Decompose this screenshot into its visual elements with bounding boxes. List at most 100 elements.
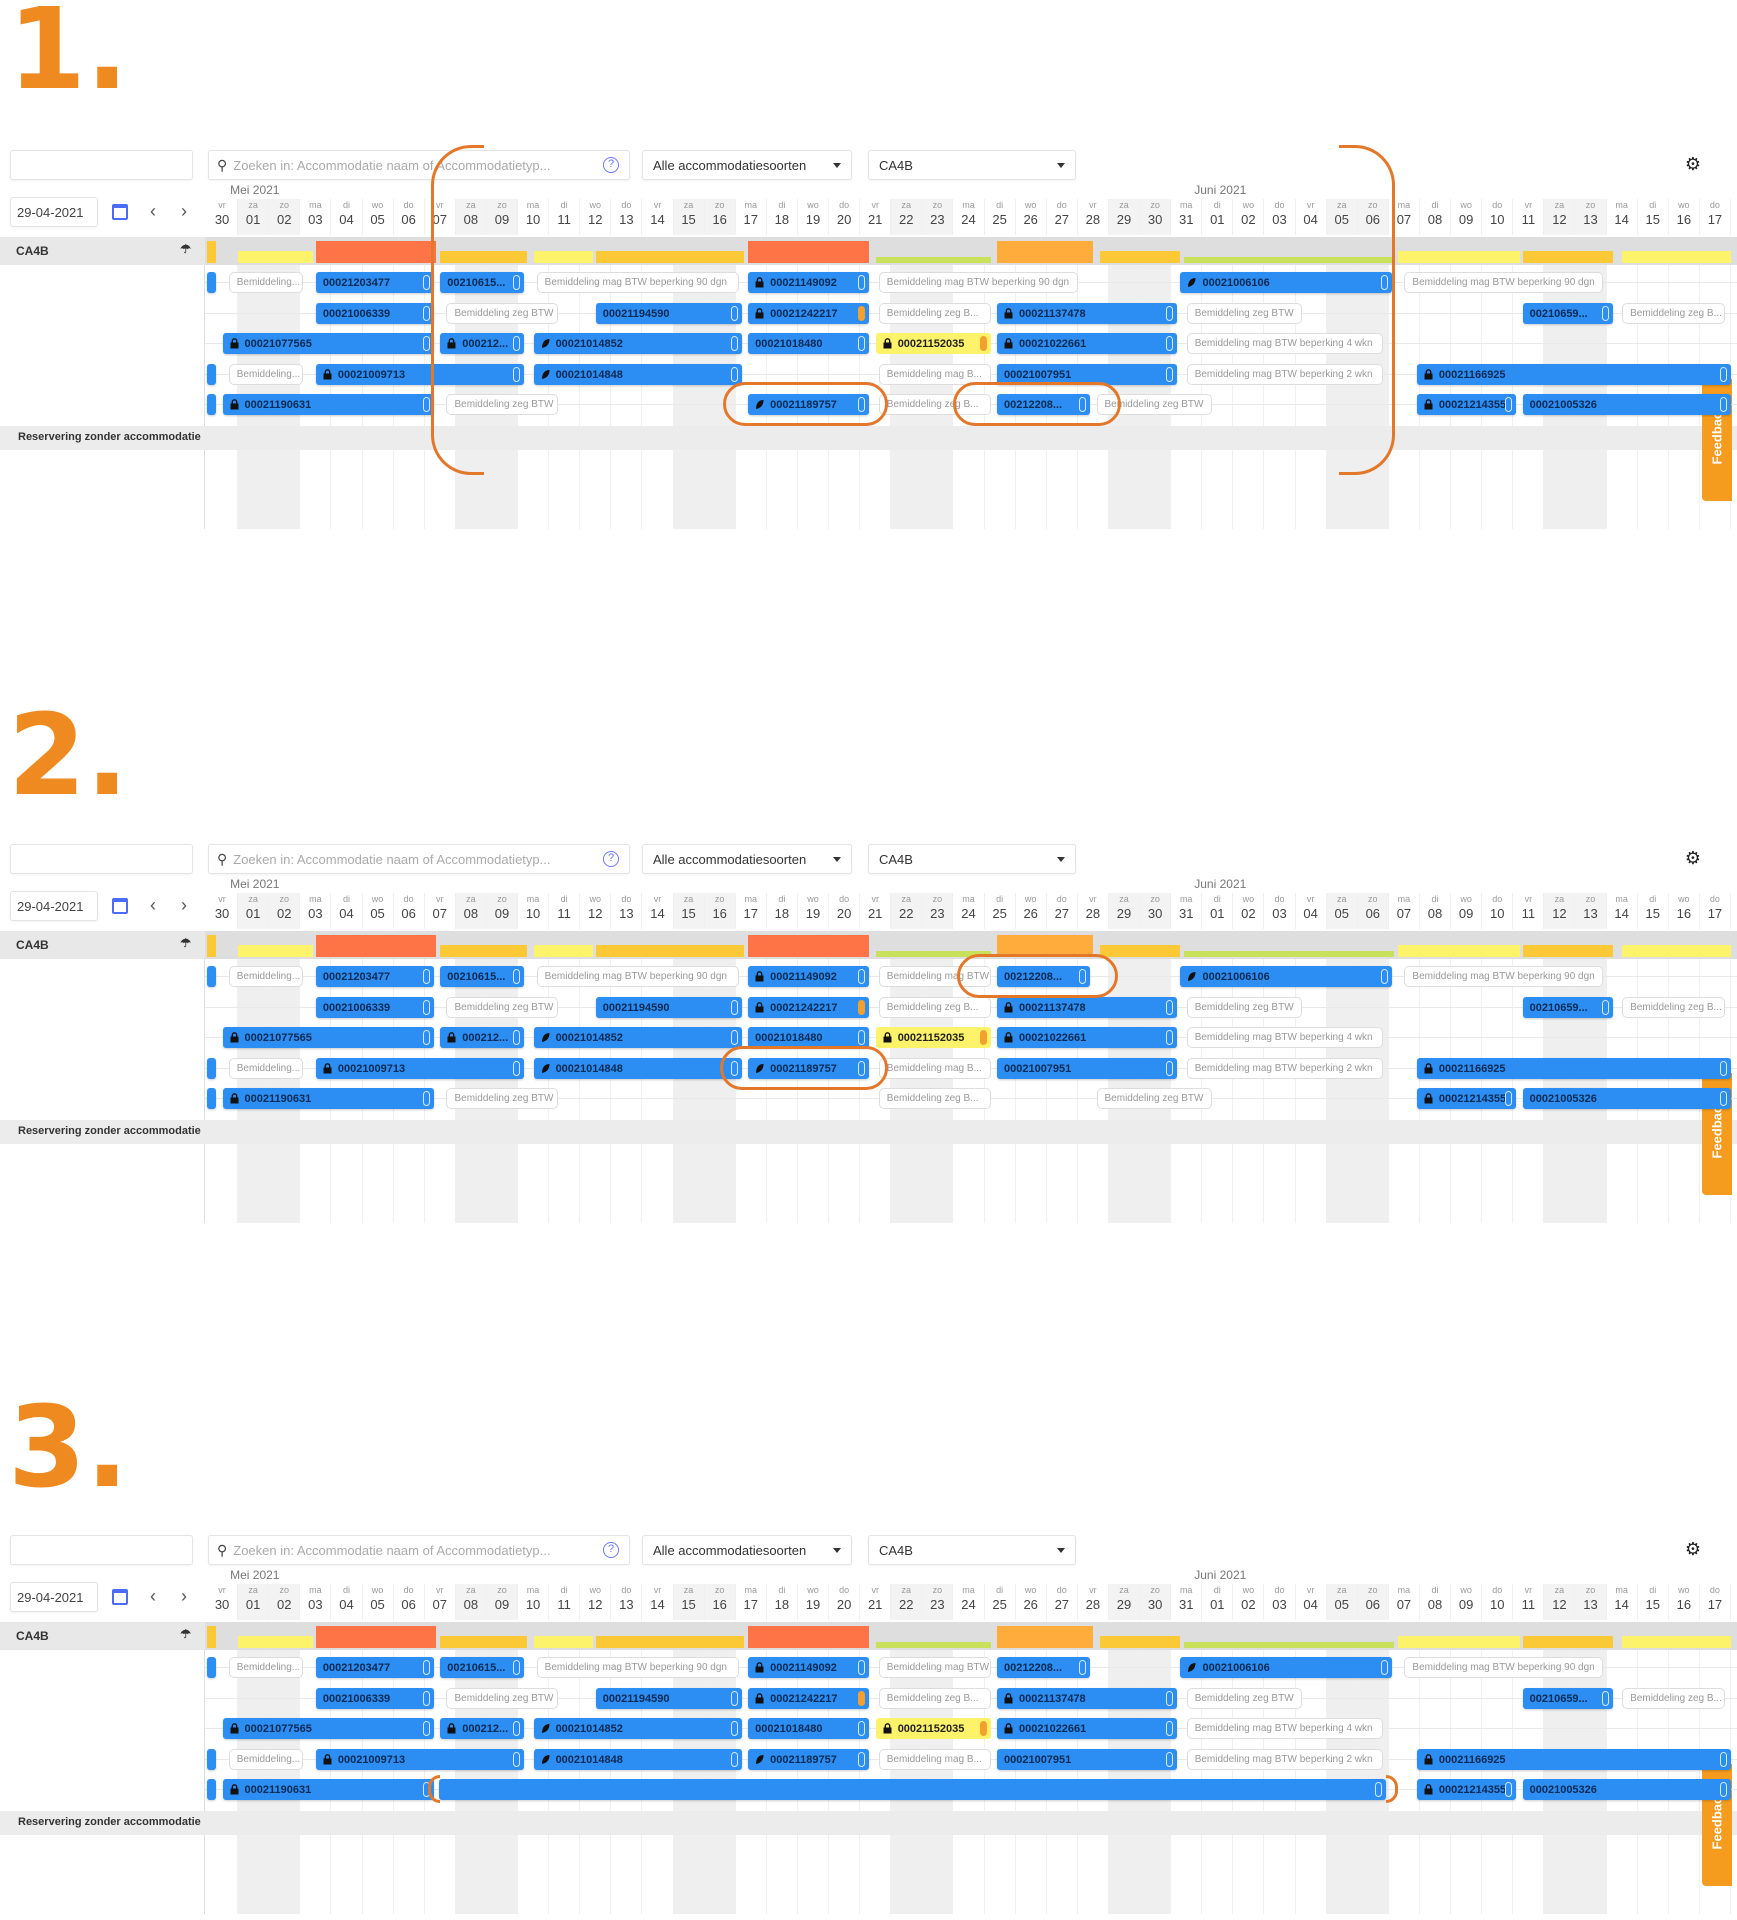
day-header[interactable]: wo 19 xyxy=(798,893,830,929)
day-header[interactable]: do 10 xyxy=(1482,1584,1514,1620)
day-header[interactable]: zo 16 xyxy=(704,1584,736,1620)
day-header[interactable]: do 10 xyxy=(1482,893,1514,929)
day-header[interactable]: di 04 xyxy=(331,893,363,929)
resize-handle[interactable] xyxy=(730,1030,738,1045)
next-button[interactable]: › xyxy=(181,895,187,915)
day-header[interactable]: di 25 xyxy=(985,893,1016,929)
day-header[interactable]: di 08 xyxy=(1420,199,1452,235)
day-header[interactable]: di 25 xyxy=(985,1584,1016,1620)
filter-input[interactable] xyxy=(10,1535,193,1565)
mediation-block[interactable]: Bemiddeling zeg BTW xyxy=(1096,1088,1212,1109)
accommodation-dropdown[interactable]: CA4B xyxy=(868,1535,1076,1565)
booking-block[interactable]: 000212... xyxy=(440,1027,525,1048)
day-header[interactable]: zo 30 xyxy=(1140,1584,1172,1620)
day-header[interactable]: do 20 xyxy=(829,893,861,929)
day-header[interactable]: do 13 xyxy=(611,199,643,235)
day-header[interactable]: wo 12 xyxy=(580,199,612,235)
resize-handle[interactable] xyxy=(423,336,431,351)
next-button[interactable]: › xyxy=(181,1586,187,1606)
day-header[interactable]: di 04 xyxy=(331,1584,363,1620)
booking-block[interactable]: 00021007951 xyxy=(996,1058,1178,1079)
resize-handle[interactable] xyxy=(730,1691,738,1706)
resize-handle[interactable] xyxy=(858,1721,866,1736)
mediation-block[interactable]: Bemiddeling zeg BTW xyxy=(446,394,559,415)
day-header[interactable]: di 04 xyxy=(331,199,363,235)
day-header[interactable]: ma 03 xyxy=(300,893,332,929)
day-header[interactable]: ma 07 xyxy=(1389,893,1420,929)
booking-block[interactable]: 000212... xyxy=(440,1718,525,1739)
day-header[interactable]: do 03 xyxy=(1264,893,1296,929)
resize-handle[interactable] xyxy=(1079,1660,1087,1675)
day-header[interactable]: do 06 xyxy=(394,1584,425,1620)
day-header[interactable]: ma 14 xyxy=(1607,893,1638,929)
booking-block[interactable] xyxy=(207,364,217,385)
day-header[interactable]: do 17 xyxy=(1700,1584,1731,1620)
accommodation-type-dropdown[interactable]: Alle accommodatiesoorten xyxy=(642,150,852,180)
day-header[interactable]: wo 26 xyxy=(1016,893,1047,929)
resize-handle[interactable] xyxy=(979,1030,987,1045)
calendar-icon[interactable] xyxy=(112,204,128,220)
day-header[interactable]: wo 05 xyxy=(363,893,394,929)
resize-handle[interactable] xyxy=(1719,1091,1727,1106)
day-header[interactable]: ma 14 xyxy=(1607,199,1638,235)
resize-handle[interactable] xyxy=(858,336,866,351)
day-header[interactable]: ma 03 xyxy=(300,199,332,235)
day-header[interactable]: wo 05 xyxy=(363,1584,394,1620)
booking-block[interactable]: 00021018480 xyxy=(748,333,870,354)
day-header[interactable]: za 08 xyxy=(455,1584,487,1620)
day-header[interactable]: za 08 xyxy=(455,893,487,929)
booking-block[interactable]: 00021007951 xyxy=(996,1749,1178,1770)
resize-handle[interactable] xyxy=(1719,1061,1727,1076)
mediation-block[interactable]: Bemiddeling zeg BTW xyxy=(446,303,559,324)
booking-block[interactable]: 00021214355 xyxy=(1416,1779,1517,1800)
day-header[interactable]: vr 14 xyxy=(642,1584,674,1620)
resize-handle[interactable] xyxy=(513,336,521,351)
mediation-block[interactable]: Bemiddeling... xyxy=(228,1749,304,1770)
day-header[interactable]: zo 02 xyxy=(269,1584,301,1620)
mediation-block[interactable]: Bemiddeling mag BTW beperking 90 dgn xyxy=(536,1657,739,1678)
day-header[interactable]: zo 09 xyxy=(486,199,518,235)
day-header[interactable]: vr 04 xyxy=(1296,1584,1327,1620)
day-header[interactable]: vr 21 xyxy=(860,893,892,929)
day-header[interactable]: vr 30 xyxy=(207,199,239,235)
accommodation-type-dropdown[interactable]: Alle accommodatiesoorten xyxy=(642,1535,852,1565)
resize-handle[interactable] xyxy=(1166,336,1174,351)
booking-block[interactable] xyxy=(207,966,217,987)
booking-block[interactable]: 00021014848 xyxy=(533,364,742,385)
day-header[interactable]: di 11 xyxy=(549,1584,581,1620)
resize-handle[interactable] xyxy=(423,1091,431,1106)
booking-block[interactable]: 00021014848 xyxy=(533,1058,742,1079)
booking-block[interactable]: 00021014852 xyxy=(533,1718,742,1739)
booking-block[interactable]: 00021203477 xyxy=(315,1657,435,1678)
booking-block[interactable]: 00021006106 xyxy=(1180,272,1392,293)
booking-block[interactable]: 00021149092 xyxy=(748,966,870,987)
resize-handle[interactable] xyxy=(513,1030,521,1045)
resize-handle[interactable] xyxy=(423,1691,431,1706)
booking-block[interactable]: 00021005326 xyxy=(1522,394,1731,415)
day-header[interactable]: wo 26 xyxy=(1016,199,1047,235)
resize-handle[interactable] xyxy=(513,367,521,382)
resize-handle[interactable] xyxy=(423,1782,431,1797)
day-header[interactable]: za 22 xyxy=(891,1584,923,1620)
resize-handle[interactable] xyxy=(1601,1000,1609,1015)
mediation-block[interactable]: Bemiddeling... xyxy=(228,1058,304,1079)
resize-handle[interactable] xyxy=(513,1752,521,1767)
booking-block[interactable]: 00021166925 xyxy=(1416,1749,1731,1770)
day-header[interactable]: di 08 xyxy=(1420,893,1452,929)
search-input[interactable]: ⚲ Zoeken in: Accommodatie naam of Accomm… xyxy=(208,150,630,180)
mediation-block[interactable]: Bemiddeling mag BTW beperking 90 dgn xyxy=(536,966,739,987)
resize-handle[interactable] xyxy=(1374,1782,1382,1797)
mediation-block[interactable]: Bemiddeling mag B... xyxy=(878,1058,991,1079)
day-header[interactable]: wo 19 xyxy=(798,199,830,235)
day-header[interactable]: zo 13 xyxy=(1575,199,1607,235)
resize-handle[interactable] xyxy=(1079,969,1087,984)
day-header[interactable]: di 01 xyxy=(1202,893,1234,929)
resize-handle[interactable] xyxy=(513,969,521,984)
resize-handle[interactable] xyxy=(1719,367,1727,382)
resize-handle[interactable] xyxy=(858,397,866,412)
day-header[interactable]: za 05 xyxy=(1326,1584,1358,1620)
booking-block[interactable]: 00021006106 xyxy=(1180,1657,1392,1678)
day-header[interactable]: zo 09 xyxy=(486,1584,518,1620)
booking-block[interactable]: 00021014852 xyxy=(533,333,742,354)
booking-block[interactable] xyxy=(207,1657,217,1678)
